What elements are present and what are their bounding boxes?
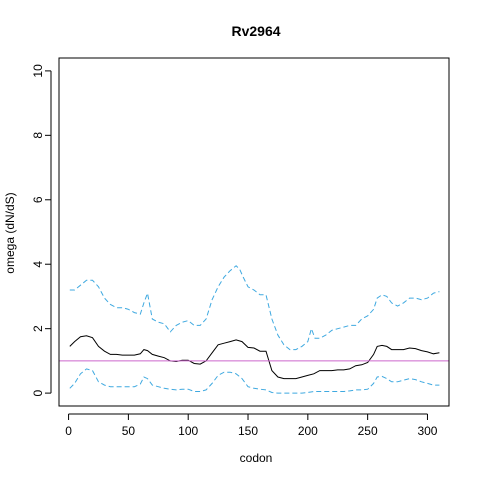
x-tick-label: 300: [417, 424, 437, 438]
y-tick-label: 2: [31, 325, 45, 332]
chart-title: Rv2964: [231, 23, 280, 39]
y-tick-label: 4: [31, 261, 45, 268]
chart-marks: 0 50 100 150 200 250 300 0 2 4 6 8 10: [31, 64, 449, 438]
y-tick-label: 8: [31, 132, 45, 139]
y-tick-label: 6: [31, 196, 45, 203]
x-tick-label: 150: [238, 424, 258, 438]
y-tick-label: 0: [31, 389, 45, 396]
y-tick-label: 10: [31, 64, 45, 78]
confidence-bound-line: [69, 368, 440, 394]
plot-frame: [58, 57, 450, 407]
y-axis-label: omega (dN/dS): [3, 192, 17, 273]
x-tick-label: 250: [358, 424, 378, 438]
confidence-bound-line: [69, 265, 440, 351]
x-tick-label: 100: [178, 424, 198, 438]
x-axis-label: codon: [240, 451, 273, 465]
omega-estimate-line: [69, 335, 440, 380]
x-tick-label: 50: [122, 424, 136, 438]
x-tick-label: 200: [298, 424, 318, 438]
x-tick-label: 0: [65, 424, 72, 438]
